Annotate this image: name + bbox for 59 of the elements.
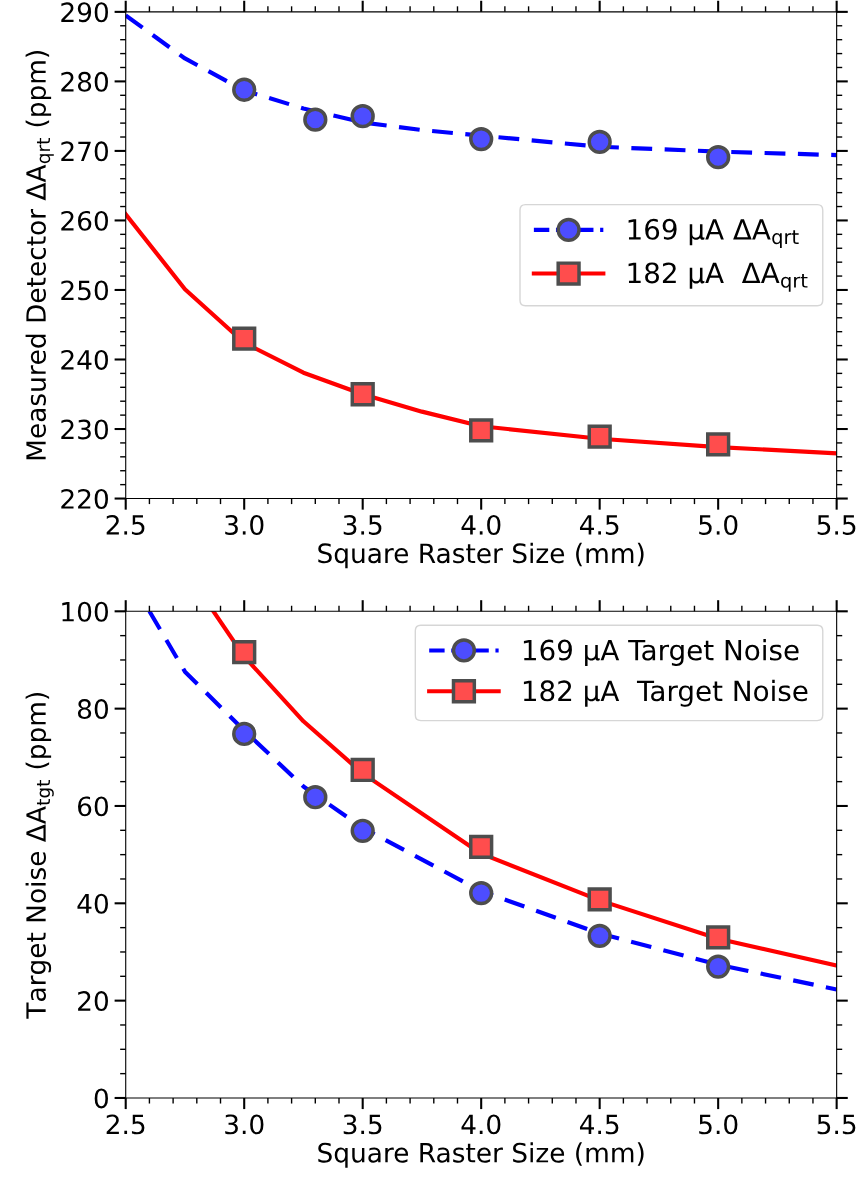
point — [350, 818, 375, 843]
point — [706, 432, 731, 457]
y-tick-label: 260 — [61, 210, 108, 231]
y-axis-title: Target Noise ΔA$_{tgt}$ (ppm) — [25, 692, 54, 1019]
y-tick-label: 230 — [61, 419, 108, 440]
y-tick-label: 220 — [61, 488, 108, 509]
legend-label: 169 μA Target Noise — [523, 639, 799, 666]
y-tick-label: 20 — [78, 991, 108, 1012]
point — [469, 418, 494, 443]
point — [587, 129, 612, 155]
y-tick-label: 240 — [61, 349, 108, 370]
y-tick-label: 40 — [77, 893, 108, 914]
point — [232, 721, 257, 747]
point — [587, 887, 612, 912]
x-tick-label: 4.5 — [579, 515, 619, 535]
point — [706, 145, 731, 170]
point — [587, 424, 612, 449]
y-tick-label: 0 — [94, 1088, 108, 1109]
x-tick-label: 4.5 — [579, 1114, 619, 1135]
point — [350, 104, 375, 129]
x-axis-title: Square Raster Size (mm) — [318, 1142, 644, 1168]
point — [350, 382, 375, 407]
x-tick-label: 3.5 — [343, 514, 382, 535]
point — [232, 77, 257, 102]
x-tick-label: 4.0 — [461, 1114, 501, 1135]
x-axis-title: Square Raster Size (mm) — [318, 542, 644, 569]
y-tick-label: 80 — [77, 699, 108, 720]
x-tick-label: 5.0 — [699, 514, 738, 535]
x-tick-label: 2.5 — [106, 1114, 145, 1135]
point — [303, 107, 328, 132]
line-series — [125, 212, 837, 456]
x-tick-label: 2.5 — [106, 514, 145, 535]
y-tick-label: 60 — [78, 796, 108, 817]
point — [587, 923, 612, 949]
x-tick-label: 5.5 — [817, 1114, 856, 1135]
point — [232, 326, 257, 351]
point — [469, 126, 494, 152]
x-tick-label: 5.5 — [817, 515, 856, 535]
y-axis-title: Measured Detector ΔA$_{qrt}$ (ppm) — [25, 51, 54, 460]
point — [469, 880, 494, 906]
legend-label: 169 μA ΔA$_{qrt}$ — [628, 218, 799, 249]
point — [303, 785, 328, 810]
point — [706, 925, 731, 950]
x-tick-label: 3.5 — [343, 1114, 382, 1135]
x-tick-label: 3.0 — [225, 514, 264, 535]
y-tick-label: 270 — [61, 141, 108, 162]
x-tick-label: 4.0 — [461, 514, 501, 535]
y-tick-label: 250 — [61, 280, 108, 301]
point — [469, 834, 494, 860]
y-tick-label: 100 — [62, 601, 108, 622]
legend-label: 182 μA ΔA$_{qrt}$ — [628, 262, 808, 292]
point — [350, 757, 375, 783]
y-tick-label: 280 — [61, 71, 108, 92]
point — [232, 640, 257, 665]
legend-label: 182 μA Target Noise — [523, 679, 808, 707]
x-tick-label: 5.0 — [699, 1114, 738, 1135]
y-tick-label: 290 — [61, 2, 108, 23]
point — [706, 954, 731, 979]
x-tick-label: 3.0 — [225, 1114, 264, 1135]
